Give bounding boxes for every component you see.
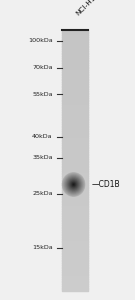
Ellipse shape <box>71 182 76 188</box>
Ellipse shape <box>65 176 82 194</box>
Ellipse shape <box>72 183 75 186</box>
Ellipse shape <box>63 173 85 196</box>
Ellipse shape <box>65 175 83 194</box>
Text: 55kDa: 55kDa <box>32 92 53 97</box>
Ellipse shape <box>67 178 80 191</box>
Ellipse shape <box>70 181 77 188</box>
Text: 70kDa: 70kDa <box>32 65 53 70</box>
Ellipse shape <box>68 179 79 190</box>
Ellipse shape <box>65 176 82 193</box>
Ellipse shape <box>68 179 79 190</box>
Text: —CD1B: —CD1B <box>92 180 120 189</box>
Ellipse shape <box>68 178 80 191</box>
Text: 100kDa: 100kDa <box>28 38 53 43</box>
Ellipse shape <box>62 172 85 197</box>
Ellipse shape <box>73 184 74 185</box>
Ellipse shape <box>62 172 85 197</box>
Ellipse shape <box>72 183 75 186</box>
Ellipse shape <box>72 182 76 187</box>
Ellipse shape <box>70 181 77 188</box>
Ellipse shape <box>64 174 83 195</box>
Text: 25kDa: 25kDa <box>32 191 53 196</box>
Ellipse shape <box>69 179 78 190</box>
Ellipse shape <box>66 177 81 192</box>
Ellipse shape <box>64 175 83 194</box>
Ellipse shape <box>73 184 74 185</box>
Ellipse shape <box>69 180 78 189</box>
Bar <box>62 30 88 291</box>
Ellipse shape <box>66 177 81 192</box>
Ellipse shape <box>70 180 77 189</box>
Text: 40kDa: 40kDa <box>32 134 53 139</box>
Text: NCI-H125: NCI-H125 <box>75 0 104 16</box>
Ellipse shape <box>71 182 76 187</box>
Ellipse shape <box>63 174 84 195</box>
Ellipse shape <box>63 173 84 196</box>
Text: 15kDa: 15kDa <box>32 245 53 250</box>
Ellipse shape <box>67 178 80 191</box>
Text: 35kDa: 35kDa <box>32 155 53 160</box>
Ellipse shape <box>66 176 81 193</box>
